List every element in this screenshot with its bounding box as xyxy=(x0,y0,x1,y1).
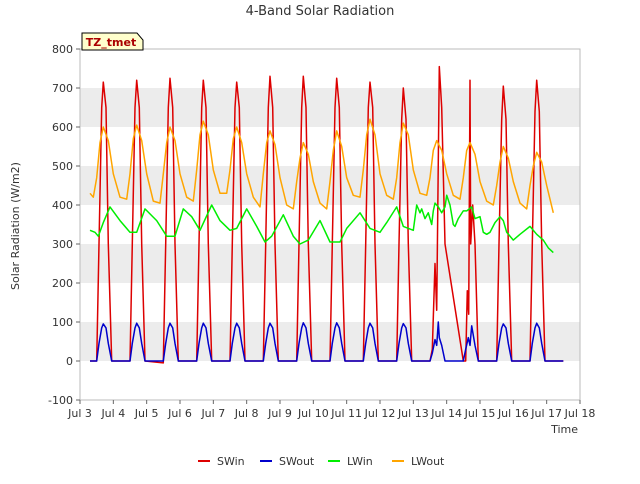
legend-item-swin: SWin xyxy=(198,455,245,468)
y-tick-label: 100 xyxy=(52,316,73,329)
x-axis: Jul 3 Jul 4 Jul 5 Jul 6 Jul 7 Jul 8 Jul 9 Jul 1… xyxy=(67,400,595,420)
legend: SWin SWout LWin LWout xyxy=(198,455,445,468)
x-tick-label: Jul 17 xyxy=(530,407,562,420)
y-tick-label: 400 xyxy=(52,199,73,212)
x-tick-label: Jul 15 xyxy=(464,407,496,420)
legend-label: SWin xyxy=(217,455,245,468)
y-tick-label: 300 xyxy=(52,238,73,251)
x-tick-label: Jul 14 xyxy=(430,407,462,420)
x-tick-label: Jul 8 xyxy=(234,407,259,420)
legend-label: LWin xyxy=(347,455,373,468)
x-tick-label: Jul 5 xyxy=(134,407,159,420)
badge-label: TZ_tmet xyxy=(86,36,136,49)
legend-item-lwin: LWin xyxy=(328,455,373,468)
legend-item-lwout: LWout xyxy=(392,455,445,468)
legend-label: SWout xyxy=(279,455,315,468)
y-tick-label: 0 xyxy=(66,355,73,368)
chart-title: 4-Band Solar Radiation xyxy=(246,4,395,19)
y-tick-label: 800 xyxy=(52,43,73,56)
x-axis-label: Time xyxy=(550,423,578,436)
x-tick-label: Jul 6 xyxy=(167,407,192,420)
site-badge: TZ_tmet xyxy=(81,32,144,51)
series-line-swout xyxy=(90,321,564,362)
legend-label: LWout xyxy=(411,455,445,468)
y-axis-label: Solar Radiation (W/m2) xyxy=(9,162,22,290)
x-tick-label: Jul 10 xyxy=(297,407,329,420)
grid-band xyxy=(80,244,580,283)
x-tick-label: Jul 12 xyxy=(364,407,396,420)
grid-band xyxy=(80,88,580,127)
y-tick-label: -100 xyxy=(48,394,73,407)
y-axis: -100 0 100 200 300 400 500 600 700 800 xyxy=(48,43,80,407)
series-layer xyxy=(89,65,564,364)
x-tick-label: Jul 4 xyxy=(100,407,125,420)
x-tick-label: Jul 13 xyxy=(397,407,429,420)
y-tick-label: 600 xyxy=(52,121,73,134)
plot-frame xyxy=(79,48,581,401)
legend-item-swout: SWout xyxy=(260,455,315,468)
badge-box xyxy=(81,32,144,51)
y-tick-label: 700 xyxy=(52,82,73,95)
x-tick-label: Jul 7 xyxy=(200,407,225,420)
x-tick-label: Jul 3 xyxy=(67,407,92,420)
x-tick-label: Jul 11 xyxy=(330,407,362,420)
x-tick-label: Jul 9 xyxy=(267,407,292,420)
series-line-lwin xyxy=(89,194,554,254)
x-tick-label: Jul 18 xyxy=(564,407,596,420)
x-tick-label: Jul 16 xyxy=(497,407,529,420)
series-line-lwout xyxy=(89,118,555,213)
y-tick-label: 500 xyxy=(52,160,73,173)
y-tick-label: 200 xyxy=(52,277,73,290)
